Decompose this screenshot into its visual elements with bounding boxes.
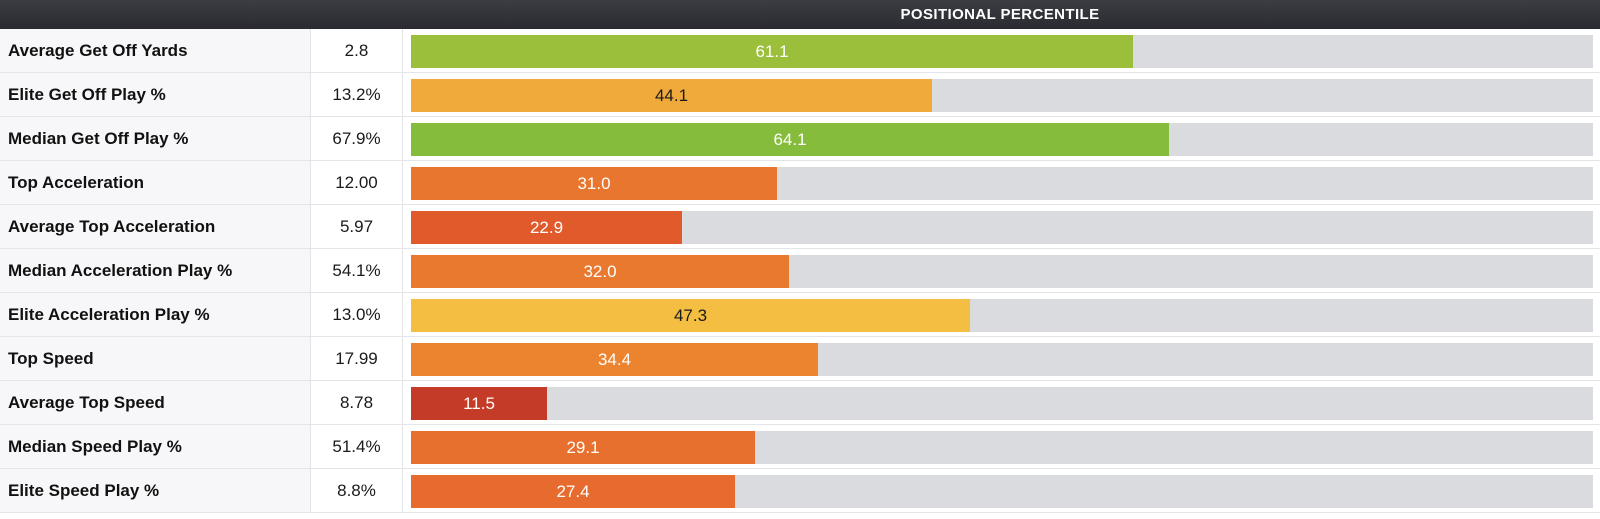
percentile-bar: 32.0 xyxy=(411,255,789,288)
metric-value: 13.0% xyxy=(311,293,403,336)
percentile-cell: 34.4 xyxy=(403,337,1600,380)
percentile-track: 31.0 xyxy=(411,167,1593,200)
table-row: Median Get Off Play % 67.9% 64.1 xyxy=(0,117,1600,161)
metric-label: Average Top Speed xyxy=(0,381,311,424)
table-row: Top Acceleration 12.00 31.0 xyxy=(0,161,1600,205)
percentile-value-label: 61.1 xyxy=(755,42,789,61)
percentile-track: 32.0 xyxy=(411,255,1593,288)
percentile-bar: 61.1 xyxy=(411,35,1133,68)
percentile-value-label: 29.1 xyxy=(566,438,600,457)
percentile-bar: 27.4 xyxy=(411,475,735,508)
metric-label: Elite Acceleration Play % xyxy=(0,293,311,336)
metric-value: 8.8% xyxy=(311,469,403,512)
table-header: POSITIONAL PERCENTILE xyxy=(0,0,1600,30)
percentile-value-label: 27.4 xyxy=(556,482,590,501)
metric-value: 67.9% xyxy=(311,117,403,160)
percentile-bar: 44.1 xyxy=(411,79,932,112)
percentile-track: 47.3 xyxy=(411,299,1593,332)
metric-label: Top Speed xyxy=(0,337,311,380)
percentile-value-label: 32.0 xyxy=(583,262,617,281)
percentile-value-label: 11.5 xyxy=(463,394,495,413)
metric-label: Median Speed Play % xyxy=(0,425,311,468)
metric-label: Average Top Acceleration xyxy=(0,205,311,248)
percentile-value-label: 47.3 xyxy=(673,306,708,325)
percentile-cell: 29.1 xyxy=(403,425,1600,468)
percentile-track: 11.5 xyxy=(411,387,1593,420)
metric-value: 51.4% xyxy=(311,425,403,468)
percentile-cell: 27.4 xyxy=(403,469,1600,512)
percentile-track: 64.1 xyxy=(411,123,1593,156)
percentile-cell: 32.0 xyxy=(403,249,1600,292)
metric-value: 54.1% xyxy=(311,249,403,292)
table-row: Average Top Speed 8.78 11.5 xyxy=(0,381,1600,425)
percentile-bar: 31.0 xyxy=(411,167,777,200)
table-row: Elite Speed Play % 8.8% 27.4 xyxy=(0,469,1600,513)
metric-value: 12.00 xyxy=(311,161,403,204)
percentile-bar: 22.9 xyxy=(411,211,682,244)
metric-value: 8.78 xyxy=(311,381,403,424)
metric-label: Elite Get Off Play % xyxy=(0,73,311,116)
percentile-cell: 31.0 xyxy=(403,161,1600,204)
percentile-cell: 44.1 xyxy=(403,73,1600,116)
metric-value: 5.97 xyxy=(311,205,403,248)
percentile-track: 61.1 xyxy=(411,35,1593,68)
percentile-track: 34.4 xyxy=(411,343,1593,376)
percentile-cell: 11.5 xyxy=(403,381,1600,424)
table-row: Average Top Acceleration 5.97 22.9 xyxy=(0,205,1600,249)
metric-label: Median Get Off Play % xyxy=(0,117,311,160)
percentile-bar: 47.3 xyxy=(411,299,970,332)
metric-value: 13.2% xyxy=(311,73,403,116)
percentile-track: 44.1 xyxy=(411,79,1593,112)
percentile-bar: 11.5 xyxy=(411,387,547,420)
metric-label: Average Get Off Yards xyxy=(0,29,311,72)
table-row: Median Speed Play % 51.4% 29.1 xyxy=(0,425,1600,469)
header-title: POSITIONAL PERCENTILE xyxy=(900,6,1100,23)
percentile-value-label: 64.1 xyxy=(773,130,807,149)
percentile-value-label: 34.4 xyxy=(597,350,632,369)
percentile-value-label: 31.0 xyxy=(577,174,611,193)
percentile-track: 22.9 xyxy=(411,211,1593,244)
metric-label: Median Acceleration Play % xyxy=(0,249,311,292)
metric-value: 2.8 xyxy=(311,29,403,72)
percentile-track: 29.1 xyxy=(411,431,1593,464)
percentile-bar: 64.1 xyxy=(411,123,1169,156)
table-row: Elite Acceleration Play % 13.0% 47.3 xyxy=(0,293,1600,337)
percentile-value-label: 44.1 xyxy=(654,86,689,105)
metric-label: Top Acceleration xyxy=(0,161,311,204)
table-row: Elite Get Off Play % 13.2% 44.1 xyxy=(0,73,1600,117)
percentile-bar: 29.1 xyxy=(411,431,755,464)
percentile-cell: 47.3 xyxy=(403,293,1600,336)
percentile-cell: 22.9 xyxy=(403,205,1600,248)
metric-value: 17.99 xyxy=(311,337,403,380)
percentile-cell: 61.1 xyxy=(403,29,1600,72)
table-row: Top Speed 17.99 34.4 xyxy=(0,337,1600,381)
percentile-bar: 34.4 xyxy=(411,343,818,376)
percentile-value-label: 22.9 xyxy=(529,218,564,237)
table-row: Median Acceleration Play % 54.1% 32.0 xyxy=(0,249,1600,293)
percentile-cell: 64.1 xyxy=(403,117,1600,160)
table-row: Average Get Off Yards 2.8 61.1 xyxy=(0,29,1600,73)
percentile-track: 27.4 xyxy=(411,475,1593,508)
metric-label: Elite Speed Play % xyxy=(0,469,311,512)
